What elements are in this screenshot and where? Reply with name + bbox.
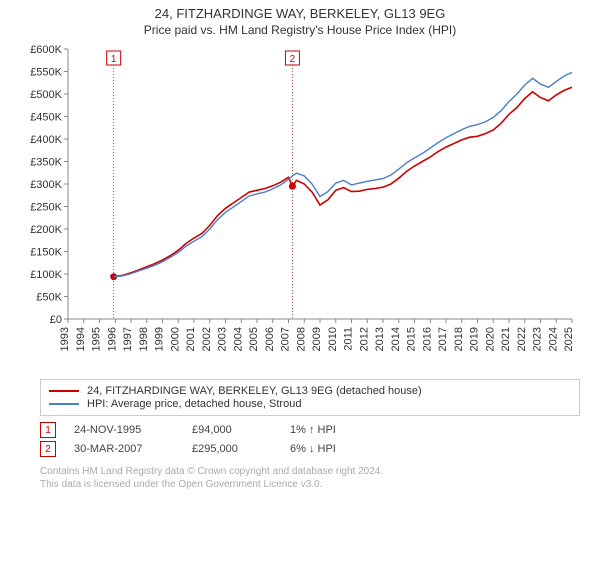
attribution: Contains HM Land Registry data © Crown c… <box>40 465 580 491</box>
transaction-row: 1 24-NOV-1995 £94,000 1% ↑ HPI <box>40 422 580 438</box>
svg-text:£200K: £200K <box>30 224 62 236</box>
svg-text:2024: 2024 <box>547 327 559 351</box>
svg-text:2: 2 <box>290 54 296 65</box>
svg-text:£0: £0 <box>50 314 62 326</box>
price-chart: £0 £50K £100K £150K £200K £250K £300K £350K £400… <box>20 43 580 373</box>
svg-text:2018: 2018 <box>453 327 465 351</box>
svg-text:1999: 1999 <box>154 327 166 351</box>
svg-text:2015: 2015 <box>406 327 418 351</box>
svg-text:2007: 2007 <box>280 327 292 351</box>
transaction-pct: 1% ↑ HPI <box>290 424 390 436</box>
legend-label: HPI: Average price, detached house, Stro… <box>87 398 301 410</box>
svg-text:2010: 2010 <box>327 327 339 351</box>
transaction-price: £94,000 <box>192 424 272 436</box>
svg-text:1994: 1994 <box>75 327 87 351</box>
transaction-date: 24-NOV-1995 <box>74 424 174 436</box>
svg-text:£100K: £100K <box>30 269 62 281</box>
attribution-line: This data is licensed under the Open Gov… <box>40 478 580 491</box>
svg-text:2019: 2019 <box>469 327 481 351</box>
svg-text:£550K: £550K <box>30 67 62 79</box>
transaction-date: 30-MAR-2007 <box>74 443 174 455</box>
svg-text:2012: 2012 <box>358 327 370 351</box>
svg-text:2002: 2002 <box>201 327 213 351</box>
svg-text:2011: 2011 <box>343 327 355 351</box>
svg-text:£50K: £50K <box>36 292 62 304</box>
svg-text:1993: 1993 <box>59 327 71 351</box>
svg-text:2006: 2006 <box>264 327 276 351</box>
svg-text:£500K: £500K <box>30 89 62 101</box>
svg-text:£450K: £450K <box>30 112 62 124</box>
legend-item: 24, FITZHARDINGE WAY, BERKELEY, GL13 9EG… <box>49 385 571 397</box>
page-subtitle: Price paid vs. HM Land Registry's House … <box>0 23 600 37</box>
svg-text:2001: 2001 <box>185 327 197 351</box>
legend-swatch <box>49 390 79 392</box>
transaction-marker: 1 <box>40 422 56 438</box>
svg-text:2025: 2025 <box>563 327 575 351</box>
svg-text:£600K: £600K <box>30 44 62 56</box>
svg-text:2014: 2014 <box>390 327 402 351</box>
svg-text:£150K: £150K <box>30 247 62 259</box>
legend-swatch <box>49 403 79 405</box>
svg-text:1995: 1995 <box>91 327 103 351</box>
page-title: 24, FITZHARDINGE WAY, BERKELEY, GL13 9EG <box>0 6 600 21</box>
svg-text:2016: 2016 <box>421 327 433 351</box>
svg-text:£350K: £350K <box>30 157 62 169</box>
svg-text:2008: 2008 <box>295 327 307 351</box>
transaction-price: £295,000 <box>192 443 272 455</box>
svg-text:2020: 2020 <box>484 327 496 351</box>
svg-text:2021: 2021 <box>500 327 512 351</box>
svg-text:£300K: £300K <box>30 179 62 191</box>
svg-text:1997: 1997 <box>122 327 134 351</box>
transaction-pct: 6% ↓ HPI <box>290 443 390 455</box>
legend: 24, FITZHARDINGE WAY, BERKELEY, GL13 9EG… <box>40 379 580 416</box>
svg-text:2000: 2000 <box>169 327 181 351</box>
transaction-marker: 2 <box>40 441 56 457</box>
attribution-line: Contains HM Land Registry data © Crown c… <box>40 465 580 478</box>
legend-label: 24, FITZHARDINGE WAY, BERKELEY, GL13 9EG… <box>87 385 422 397</box>
svg-text:2009: 2009 <box>311 327 323 351</box>
svg-text:£400K: £400K <box>30 134 62 146</box>
svg-text:2005: 2005 <box>248 327 260 351</box>
svg-text:£250K: £250K <box>30 202 62 214</box>
legend-item: HPI: Average price, detached house, Stro… <box>49 398 571 410</box>
svg-text:1: 1 <box>111 54 117 65</box>
svg-text:2013: 2013 <box>374 327 386 351</box>
transactions-table: 1 24-NOV-1995 £94,000 1% ↑ HPI 2 30-MAR-2007 £… <box>40 422 580 457</box>
svg-text:1996: 1996 <box>106 327 118 351</box>
svg-text:2023: 2023 <box>532 327 544 351</box>
svg-text:2003: 2003 <box>217 327 229 351</box>
svg-text:2017: 2017 <box>437 327 449 351</box>
svg-text:1998: 1998 <box>138 327 150 351</box>
transaction-row: 2 30-MAR-2007 £295,000 6% ↓ HPI <box>40 441 580 457</box>
svg-text:2022: 2022 <box>516 327 528 351</box>
svg-text:2004: 2004 <box>232 327 244 351</box>
